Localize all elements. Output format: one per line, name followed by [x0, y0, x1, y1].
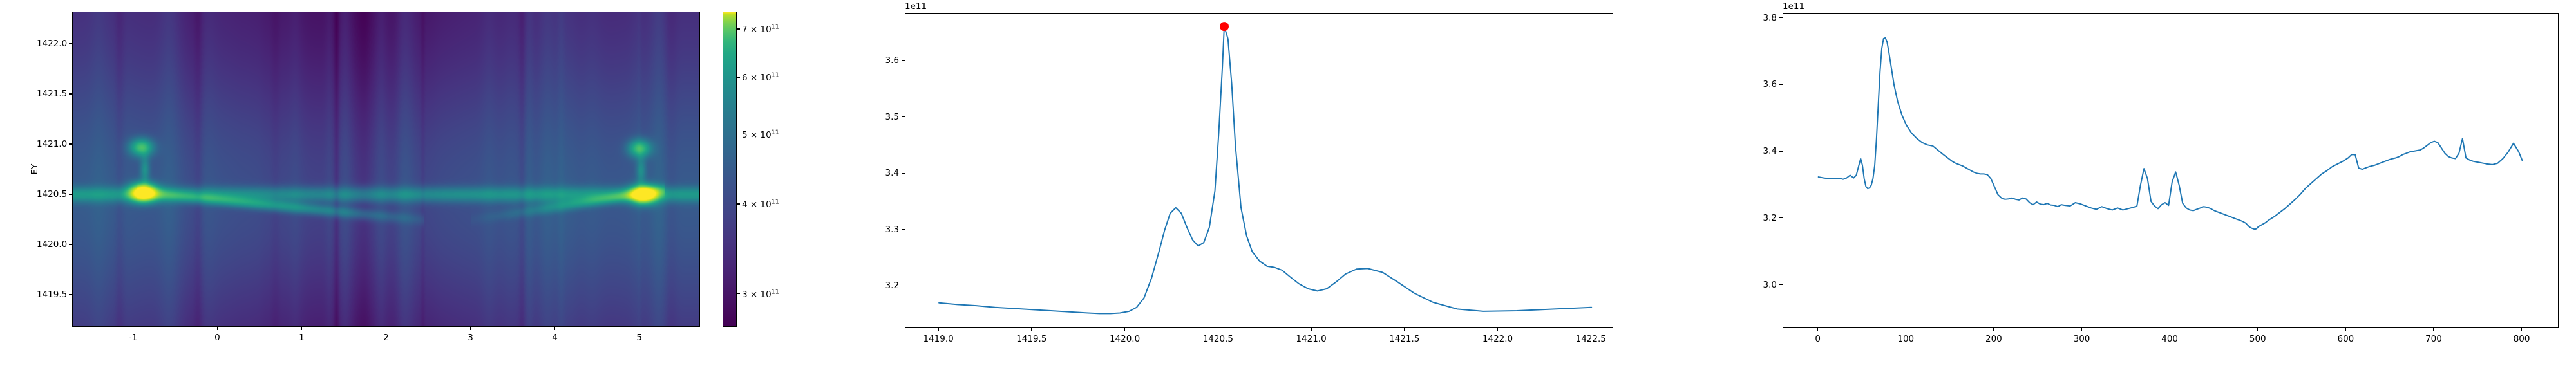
heatmap-xtick-label: -1: [128, 333, 138, 343]
ytick-mark: [1779, 151, 1783, 152]
heatmap-xtick-label: 0: [214, 333, 220, 343]
ytick-label: 3.2: [1763, 212, 1777, 223]
panel-heatmap: -1 0 1 2 3 4 5 1419.5 1420.0 1420.5 1421.0 1421.5 14…: [0, 0, 811, 386]
ytick-mark: [1779, 284, 1783, 286]
colorbar-tick-mark: [737, 203, 740, 205]
line-series-right: [1817, 37, 2523, 230]
line-middle-plot-area[interactable]: [905, 14, 1614, 329]
xtick-mark: [1993, 328, 1994, 331]
xtick-mark: [1124, 328, 1126, 331]
heatmap-xtick-mark: [216, 327, 218, 330]
ytick-label: 3.4: [885, 168, 899, 179]
xtick-label: 100: [1897, 334, 1915, 344]
xtick-label: 200: [1985, 334, 2002, 344]
xtick-mark: [1497, 328, 1499, 331]
xtick-mark: [2433, 328, 2434, 331]
ytick-label: 3.8: [1763, 12, 1777, 23]
ytick-mark: [902, 116, 905, 118]
xtick-mark: [2521, 328, 2523, 331]
ytick-label: 3.2: [885, 280, 899, 291]
heatmap-ytick-label: 1419.5: [37, 290, 68, 300]
heatmap-xtick-label: 3: [468, 333, 473, 343]
heatmap-canvas: [72, 12, 700, 327]
xtick-label: 1419.0: [923, 334, 954, 344]
heatmap-ytick-label: 1421.0: [37, 138, 68, 149]
heatmap-xtick-label: 1: [299, 333, 305, 343]
ytick-label: 3.6: [1763, 79, 1777, 90]
line-series-middle: [938, 26, 1593, 315]
heatmap-ytick-mark: [69, 294, 72, 295]
colorbar-tick-mark: [737, 293, 740, 295]
colorbar[interactable]: [723, 12, 737, 327]
colorbar-tick-label: 6 × 1011: [742, 71, 779, 83]
ytick-mark: [1779, 217, 1783, 219]
ytick-label: 3.5: [885, 111, 899, 122]
ytick-mark: [1779, 84, 1783, 86]
xtick-label: 1421.5: [1389, 334, 1420, 344]
ytick-mark: [1779, 17, 1783, 19]
ytick-label: 3.6: [885, 55, 899, 66]
xtick-label: 1420.0: [1109, 334, 1141, 344]
xtick-mark: [1031, 328, 1032, 331]
heatmap-ylabel: EY: [30, 163, 40, 175]
heatmap-ytick-label: 1420.5: [37, 189, 68, 199]
ytick-label: 3.0: [1763, 279, 1777, 290]
heatmap-ytick-label: 1420.0: [37, 239, 68, 250]
xtick-mark: [1817, 328, 1819, 331]
xtick-mark: [938, 328, 939, 331]
colorbar-tick-mark: [737, 28, 740, 30]
xtick-mark: [1404, 328, 1405, 331]
line-middle-offset-text: 1e11: [905, 1, 927, 12]
heatmap-ytick-mark: [69, 143, 72, 145]
xtick-label: 600: [2337, 334, 2354, 344]
xtick-label: 700: [2425, 334, 2442, 344]
heatmap-image[interactable]: [72, 12, 700, 327]
colorbar-tick-label: 3 × 1011: [742, 288, 779, 300]
xtick-mark: [2345, 328, 2346, 331]
panel-line-right: 1e11 0 100 200 300 400 500 600 700 800 3.0 3.2 3.4 3…: [1694, 0, 2576, 386]
xtick-label: 300: [2073, 334, 2090, 344]
ytick-mark: [902, 229, 905, 230]
heatmap-ytick-mark: [69, 93, 72, 95]
panel-line-middle: 1e11 1419.0 1419.5 1420.0 1420.5 1421.0 1421.…: [811, 0, 1694, 386]
xtick-label: 400: [2161, 334, 2179, 344]
ytick-mark: [902, 60, 905, 61]
heatmap-ytick-label: 1422.0: [37, 38, 68, 49]
xtick-label: 1419.5: [1016, 334, 1047, 344]
xtick-label: 1422.0: [1482, 334, 1513, 344]
ytick-mark: [902, 172, 905, 174]
xtick-label: 800: [2513, 334, 2530, 344]
xtick-mark: [2081, 328, 2083, 331]
colorbar-tick-label: 4 × 1011: [742, 198, 779, 210]
line-right-axes-frame: [1783, 13, 2559, 328]
heatmap-xtick-mark: [301, 327, 303, 330]
line-middle-axes-frame: [905, 13, 1613, 328]
xtick-label: 1421.0: [1296, 334, 1327, 344]
xtick-mark: [2257, 328, 2259, 331]
line-right-offset-text: 1e11: [1783, 1, 1805, 12]
ytick-label: 3.3: [885, 224, 899, 235]
heatmap-xtick-label: 5: [636, 333, 642, 343]
xtick-label: 1420.5: [1202, 334, 1233, 344]
heatmap-xtick-label: 4: [552, 333, 558, 343]
line-right-plot-area[interactable]: [1783, 14, 2559, 329]
colorbar-tick-label: 7 × 1011: [742, 23, 779, 35]
heatmap-ytick-label: 1421.5: [37, 88, 68, 99]
xtick-label: 0: [1815, 334, 1821, 344]
heatmap-xtick-mark: [469, 327, 471, 330]
xtick-label: 500: [2249, 334, 2266, 344]
ytick-label: 3.4: [1763, 146, 1777, 157]
colorbar-tick-label: 5 × 1011: [742, 128, 779, 140]
heatmap-ytick-mark: [69, 43, 72, 44]
peak-marker[interactable]: [1220, 22, 1229, 32]
xtick-label: 1422.5: [1575, 334, 1606, 344]
heatmap-xtick-label: 2: [383, 333, 389, 343]
heatmap-xtick-mark: [554, 327, 556, 330]
